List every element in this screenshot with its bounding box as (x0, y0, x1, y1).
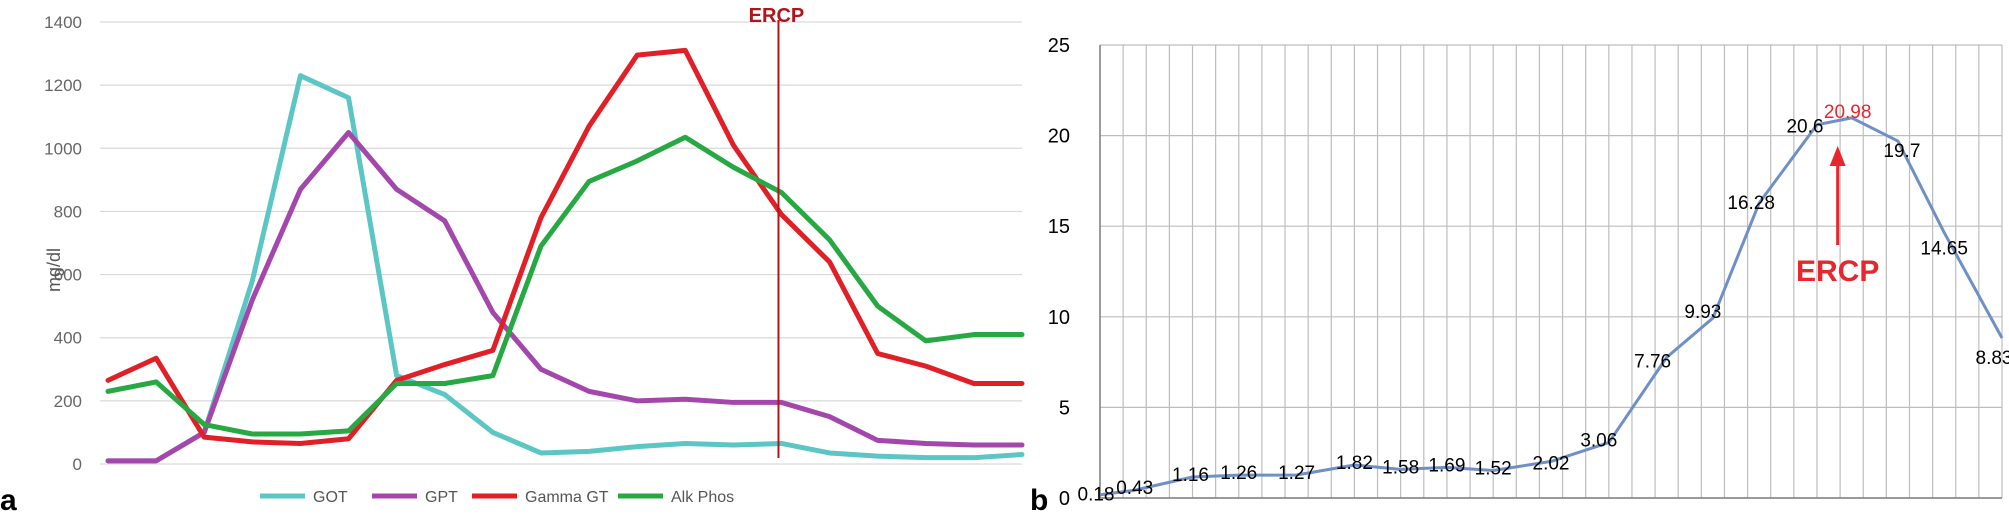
b-y-tick-label: 25 (1048, 35, 1070, 57)
a-series-line-got (105, 73, 1025, 464)
b-y-tick-label: 5 (1059, 397, 1070, 419)
a-series-line-alk-phos (105, 134, 1025, 437)
a-ercp-label: ERCP (749, 5, 805, 27)
b-y-tick-label: 20 (1048, 126, 1070, 148)
b-data-label: 19.7 (1883, 141, 1920, 162)
a-series-lines (105, 47, 1025, 464)
b-data-label: 3.06 (1580, 431, 1617, 452)
b-data-label: 1.82 (1336, 453, 1373, 474)
panel-label-b: b (1030, 484, 1048, 517)
a-legend-entry: Gamma GT (525, 489, 609, 506)
a-ercp-annotation: ERCP (749, 5, 805, 458)
b-data-labels: 0.18 0.43 1.16 1.26 1.27 1.82 1.58 1.69 1.52 2.02… (1078, 102, 2009, 506)
b-data-label: 16.28 (1727, 193, 1775, 214)
a-y-tick-label: 1000 (44, 139, 82, 158)
a-gridlines (100, 21, 1022, 465)
b-ercp-annotation: ERCP (1796, 146, 1879, 288)
chart-b: 0 5 10 15 20 25 0.18 0.43 1.16 1.26 1.27 1.82 1.58 1… (1030, 35, 2009, 517)
b-y-tick-labels: 0 5 10 15 20 25 (1048, 35, 1070, 510)
b-data-label: 2.02 (1533, 453, 1570, 474)
b-data-label: 1.16 (1172, 465, 1209, 486)
b-data-label: 1.52 (1475, 458, 1512, 479)
a-y-tick-labels: 0 200 400 600 800 1000 1200 1400 (44, 13, 82, 474)
a-series-line-gamma-gt (105, 47, 1025, 446)
a-y-axis-label: mg/dl (44, 248, 64, 292)
a-y-tick-label: 1200 (44, 76, 82, 95)
b-data-label: 7.76 (1634, 351, 1671, 372)
b-data-label: 20.6 (1786, 117, 1823, 138)
b-data-label: 1.26 (1220, 463, 1257, 484)
a-y-tick-label: 400 (54, 329, 82, 348)
a-y-tick-label: 0 (73, 455, 82, 474)
b-ercp-arrow-head (1829, 146, 1846, 166)
a-y-tick-label: 600 (54, 266, 82, 285)
b-data-label: 14.65 (1920, 239, 1968, 260)
b-gridlines (1099, 44, 2003, 499)
chart-a: 0 200 400 600 800 1000 1200 1400 mg/dl ERCP GOT… (0, 5, 1025, 517)
a-legend-entry: GOT (313, 489, 348, 506)
b-data-label: 1.58 (1382, 457, 1419, 478)
b-y-tick-label: 15 (1048, 216, 1070, 238)
b-data-label: 20.98 (1824, 102, 1872, 123)
b-y-tick-label: 10 (1048, 307, 1070, 329)
a-y-tick-label: 1400 (44, 13, 82, 32)
a-y-tick-label: 800 (54, 202, 82, 221)
b-series-line (1099, 116, 2004, 497)
b-data-label: 0.18 (1078, 485, 1115, 506)
b-y-tick-label: 0 (1059, 488, 1070, 510)
b-data-label: 9.93 (1684, 302, 1721, 323)
b-series-line (1099, 116, 2004, 497)
a-y-tick-label: 200 (54, 392, 82, 411)
b-ercp-label: ERCP (1796, 255, 1879, 288)
b-data-label: 8.83 (1976, 348, 2009, 369)
a-legend-entry: GPT (425, 489, 458, 506)
a-legend: GOT GPT Gamma GT Alk Phos (260, 489, 734, 506)
b-data-label: 1.27 (1278, 463, 1315, 484)
panel-label-a: a (0, 484, 17, 517)
a-legend-entry: Alk Phos (671, 489, 734, 506)
a-series-line-gpt (105, 130, 1025, 464)
b-data-label: 1.69 (1428, 455, 1465, 476)
b-data-label: 0.43 (1116, 478, 1153, 499)
